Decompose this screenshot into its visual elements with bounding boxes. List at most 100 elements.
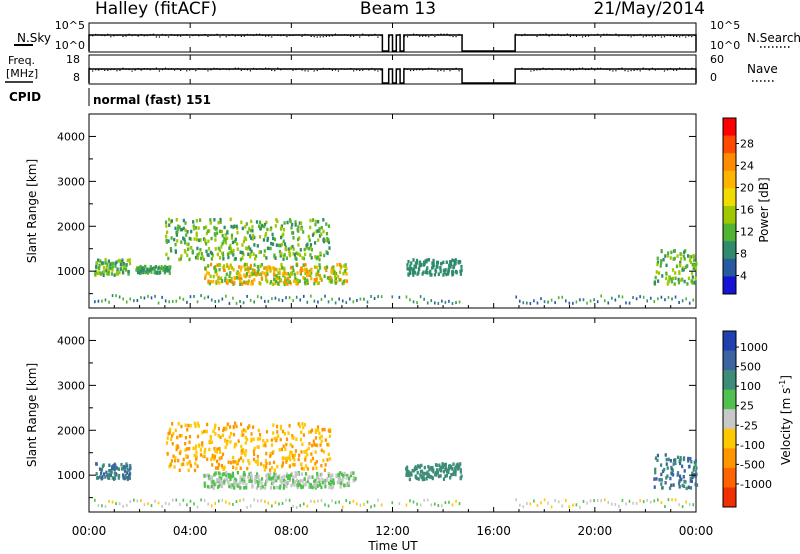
power-cell xyxy=(205,242,208,246)
velocity-cell xyxy=(281,456,284,461)
nsky-trace-dot xyxy=(128,33,130,35)
velocity-cell xyxy=(430,475,433,479)
velocity-cell xyxy=(276,430,279,434)
power-noise xyxy=(377,295,379,299)
power-cell xyxy=(665,276,668,281)
power-cell xyxy=(236,247,239,251)
power-cell xyxy=(659,264,662,268)
power-cell xyxy=(249,254,252,259)
power-cell xyxy=(274,281,277,286)
velocity-cell xyxy=(283,474,286,479)
power-noise xyxy=(214,300,217,304)
power-cell xyxy=(446,270,450,275)
velocity-cell xyxy=(220,481,223,486)
power-noise xyxy=(136,299,139,303)
freq-trace-dot xyxy=(231,68,233,70)
velocity-cell xyxy=(180,433,183,438)
power-cell xyxy=(304,252,307,257)
velocity-cell xyxy=(233,421,237,426)
velocity-cell xyxy=(254,460,257,464)
velocity-cell xyxy=(209,476,212,481)
velocity-cell xyxy=(447,467,450,472)
nsky-trace-dot xyxy=(419,35,421,37)
power-cell xyxy=(283,221,286,225)
velocity-cell xyxy=(253,446,256,451)
velocity-cell xyxy=(300,472,303,476)
velocity-cell xyxy=(343,483,346,488)
velocity-cell xyxy=(299,437,303,442)
power-cell xyxy=(220,229,224,234)
power-cell xyxy=(110,272,114,276)
power-cell xyxy=(690,271,694,275)
power-cell xyxy=(295,282,298,286)
velocity-cell xyxy=(335,473,338,477)
freq-trace-dot xyxy=(449,70,451,72)
velocity-noise xyxy=(285,498,287,502)
nsky-trace-dot xyxy=(396,34,398,37)
velocity-noise xyxy=(348,501,351,505)
velocity-cell xyxy=(450,473,453,477)
power-cell xyxy=(681,266,684,270)
velocity-cell xyxy=(329,473,332,478)
power-noise xyxy=(101,299,103,303)
velocity-cell xyxy=(129,463,132,468)
velocity-cell xyxy=(297,422,300,426)
power-cell xyxy=(332,265,335,269)
freq-trace-dot xyxy=(295,68,297,71)
power-noise xyxy=(288,296,291,300)
nsky-trace-dot xyxy=(265,35,267,37)
power-cell xyxy=(422,263,426,267)
power-noise xyxy=(182,297,185,301)
velocity-cell xyxy=(253,452,256,457)
power-cell xyxy=(228,279,231,283)
nsky-trace-dot xyxy=(280,34,282,37)
velocity-cell xyxy=(233,444,236,449)
velocity-cell xyxy=(332,478,335,482)
nsky-trace-dot xyxy=(575,35,578,37)
freq-trace-dot xyxy=(186,70,188,72)
power-cell xyxy=(439,269,442,274)
power-cell xyxy=(459,272,463,276)
velocity-cell xyxy=(265,430,269,434)
velocity-cell xyxy=(268,476,271,481)
velocity-cell xyxy=(178,451,182,455)
power-cell xyxy=(173,237,176,242)
velocity-colorbar-swatch xyxy=(723,467,736,488)
nsky-trace-dot xyxy=(356,34,358,36)
velocity-cell xyxy=(451,466,454,471)
velocity-cell xyxy=(262,443,265,448)
nsky-trace-dot xyxy=(334,33,337,35)
power-cell xyxy=(135,268,138,272)
power-cell xyxy=(299,253,302,257)
nsky-trace-dot xyxy=(195,34,197,36)
nsky-trace-dot xyxy=(140,33,142,36)
velocity-cell xyxy=(270,481,274,486)
power-noise xyxy=(526,301,528,305)
velocity-cell xyxy=(438,463,441,468)
nsky-trace-dot xyxy=(286,36,288,38)
freq-trace-dot xyxy=(207,70,209,72)
power-cell xyxy=(275,267,278,272)
power-cell xyxy=(199,238,202,242)
power-cell xyxy=(684,265,687,270)
velocity-cell xyxy=(693,460,696,465)
power-cell xyxy=(327,224,331,228)
velocity-cell xyxy=(215,459,219,464)
velocity-cell xyxy=(226,422,229,426)
freq-trace-dot xyxy=(648,69,650,71)
power-noise xyxy=(419,295,422,299)
velocity-cell xyxy=(679,456,682,460)
velocity-cell xyxy=(661,486,664,490)
velocity-noise xyxy=(352,499,355,503)
velocity-cell xyxy=(122,475,125,480)
velocity-cell xyxy=(320,434,323,439)
power-colorbar-tick-label: 20 xyxy=(740,182,754,195)
power-cell xyxy=(292,236,295,240)
velocity-cell xyxy=(425,471,428,476)
freq-trace-dot xyxy=(533,69,535,72)
velocity-cell xyxy=(118,474,121,478)
velocity-cell xyxy=(109,473,113,477)
power-cell xyxy=(94,272,97,276)
freq-trace-dot xyxy=(155,67,157,69)
freq-trace-dot xyxy=(630,70,632,72)
